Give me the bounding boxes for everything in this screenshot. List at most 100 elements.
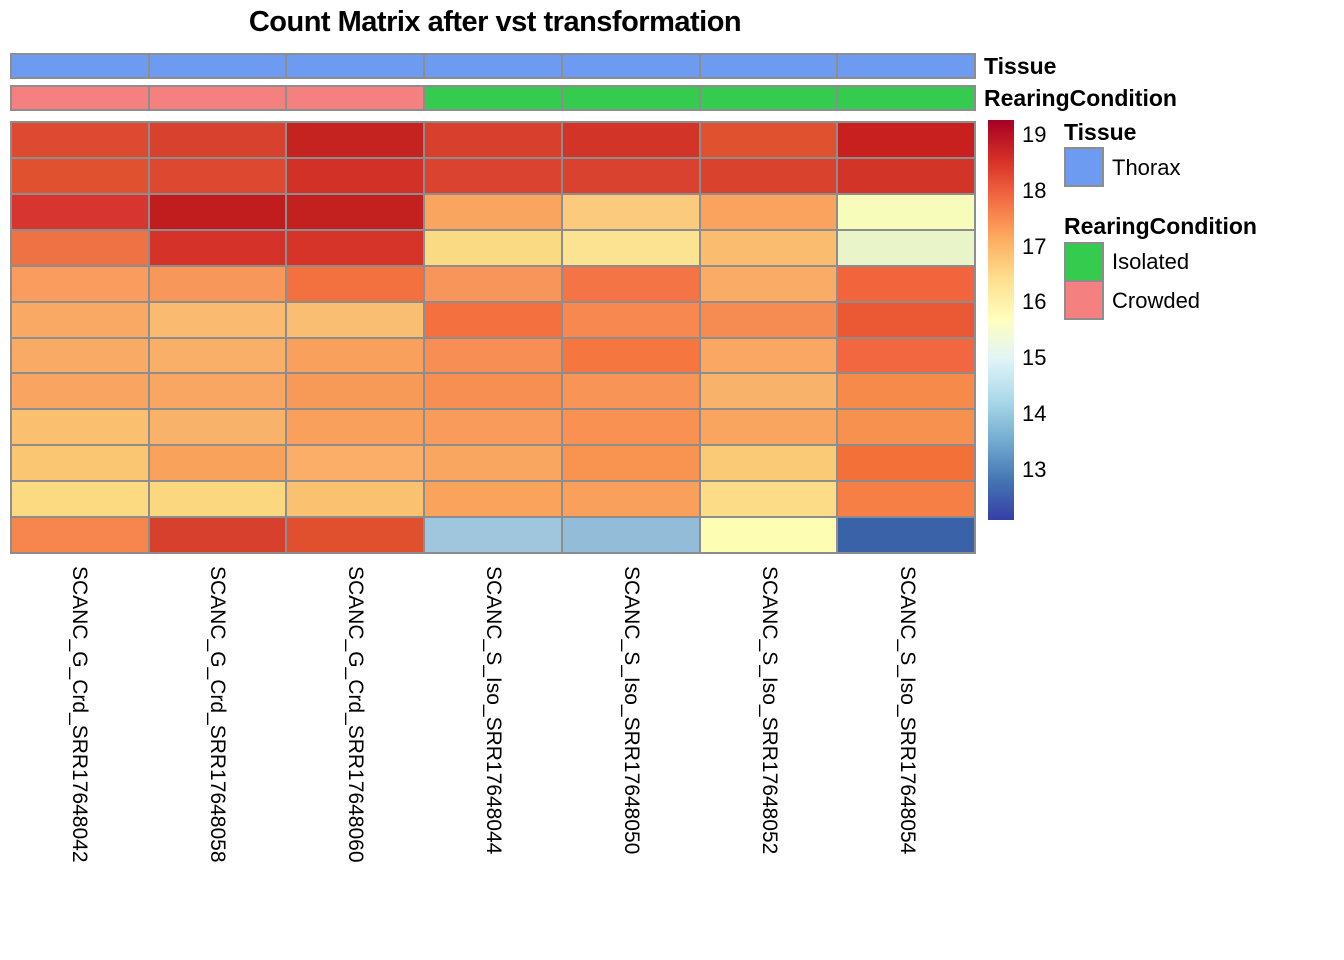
heatmap-cell-r8-c4 bbox=[424, 373, 562, 410]
heatmap-cell-r12-c5 bbox=[561, 517, 700, 553]
heatmap-cell-r1-c3 bbox=[286, 122, 425, 158]
heatmap-cell-r11-c5 bbox=[561, 481, 700, 518]
heatmap-cell-r10-c7 bbox=[837, 445, 975, 482]
tissue-annotation-bar bbox=[10, 53, 976, 79]
heatmap-cell-r11-c4 bbox=[424, 481, 562, 518]
legend-rearing-condition-title: RearingCondition bbox=[1064, 213, 1257, 239]
heatmap-cell-r10-c6 bbox=[699, 445, 838, 482]
annotation-cell-isolated bbox=[699, 86, 838, 110]
heatmap-cell-r1-c1 bbox=[11, 122, 149, 158]
heatmap-cell-r2-c2 bbox=[148, 157, 287, 194]
heatmap-cell-r5-c3 bbox=[286, 265, 425, 302]
heatmap-cell-r5-c7 bbox=[837, 265, 975, 302]
heatmap-cell-r6-c3 bbox=[286, 301, 425, 338]
heatmap-cell-r1-c2 bbox=[148, 122, 287, 158]
heatmap-cell-r11-c7 bbox=[837, 481, 975, 518]
heatmap-cell-r10-c5 bbox=[561, 445, 700, 482]
heatmap-cell-r9-c5 bbox=[561, 409, 700, 446]
column-label-6: SCANC_S_Iso_SRR17648052 bbox=[757, 566, 781, 855]
colorbar-tick-16: 16 bbox=[1022, 289, 1047, 315]
annotation-cell-crowded bbox=[286, 86, 425, 110]
heatmap-cell-r12-c2 bbox=[148, 517, 287, 553]
heatmap-cell-r3-c6 bbox=[699, 193, 838, 230]
column-label-2: SCANC_G_Crd_SRR17648058 bbox=[205, 566, 229, 863]
heatmap-cell-r3-c3 bbox=[286, 193, 425, 230]
heatmap-cell-r5-c2 bbox=[148, 265, 287, 302]
annotation-cell-isolated bbox=[837, 86, 975, 110]
heatmap-cell-r10-c4 bbox=[424, 445, 562, 482]
colorbar-tick-17: 17 bbox=[1022, 233, 1047, 259]
heatmap-cell-r10-c3 bbox=[286, 445, 425, 482]
annotation-cell-thorax bbox=[561, 54, 700, 78]
heatmap-grid bbox=[10, 121, 976, 554]
heatmap-cell-r12-c6 bbox=[699, 517, 838, 553]
heatmap-cell-r2-c7 bbox=[837, 157, 975, 194]
rearing-condition-annotation-bar bbox=[10, 85, 976, 111]
column-label-1: SCANC_G_Crd_SRR17648042 bbox=[67, 566, 91, 863]
heatmap-cell-r6-c5 bbox=[561, 301, 700, 338]
colorbar-gradient bbox=[988, 120, 1014, 520]
legend-item-thorax: Thorax bbox=[1112, 155, 1181, 180]
heatmap-cell-r6-c2 bbox=[148, 301, 287, 338]
heatmap-cell-r4-c6 bbox=[699, 229, 838, 266]
heatmap-cell-r7-c7 bbox=[837, 337, 975, 374]
heatmap-cell-r3-c1 bbox=[11, 193, 149, 230]
annotation-cell-isolated bbox=[424, 86, 562, 110]
heatmap-cell-r4-c7 bbox=[837, 229, 975, 266]
heatmap-cell-r10-c2 bbox=[148, 445, 287, 482]
heatmap-cell-r3-c7 bbox=[837, 193, 975, 230]
annotation-cell-crowded bbox=[148, 86, 287, 110]
annotation-cell-thorax bbox=[148, 54, 287, 78]
column-label-3: SCANC_G_Crd_SRR17648060 bbox=[343, 566, 367, 863]
annotation-cell-thorax bbox=[11, 54, 149, 78]
heatmap-cell-r7-c6 bbox=[699, 337, 838, 374]
heatmap-cell-r9-c7 bbox=[837, 409, 975, 446]
heatmap-cell-r5-c1 bbox=[11, 265, 149, 302]
page-title: Count Matrix after vst transformation bbox=[248, 6, 742, 38]
heatmap-cell-r6-c6 bbox=[699, 301, 838, 338]
heatmap-cell-r7-c5 bbox=[561, 337, 700, 374]
heatmap-cell-r4-c3 bbox=[286, 229, 425, 266]
annotation-cell-thorax bbox=[837, 54, 975, 78]
heatmap-cell-r1-c6 bbox=[699, 122, 838, 158]
heatmap-cell-r11-c6 bbox=[699, 481, 838, 518]
legend-item-crowded: Crowded bbox=[1112, 288, 1201, 313]
colorbar-tick-13: 13 bbox=[1022, 456, 1047, 482]
heatmap-cell-r5-c5 bbox=[561, 265, 700, 302]
heatmap-cell-r10-c1 bbox=[11, 445, 149, 482]
column-label-4: SCANC_S_Iso_SRR17648044 bbox=[481, 566, 505, 855]
heatmap-cell-r11-c2 bbox=[148, 481, 287, 518]
legend-tissue-title: Tissue bbox=[1064, 119, 1137, 145]
heatmap-cell-r1-c4 bbox=[424, 122, 562, 158]
heatmap-cell-r4-c1 bbox=[11, 229, 149, 266]
column-label-7: SCANC_S_Iso_SRR17648054 bbox=[895, 566, 919, 855]
heatmap-cell-r2-c6 bbox=[699, 157, 838, 194]
heatmap-cell-r2-c5 bbox=[561, 157, 700, 194]
heatmap-cell-r4-c2 bbox=[148, 229, 287, 266]
heatmap-cell-r12-c1 bbox=[11, 517, 149, 553]
heatmap-cell-r5-c4 bbox=[424, 265, 562, 302]
heatmap-cell-r3-c5 bbox=[561, 193, 700, 230]
heatmap-cell-r12-c4 bbox=[424, 517, 562, 553]
rearing-annotation-label: RearingCondition bbox=[984, 85, 1177, 111]
colorbar-tick-19: 19 bbox=[1022, 122, 1047, 147]
heatmap-cell-r6-c7 bbox=[837, 301, 975, 338]
legend-item-isolated: Isolated bbox=[1112, 249, 1190, 274]
annotation-cell-isolated bbox=[561, 86, 700, 110]
heatmap-cell-r2-c4 bbox=[424, 157, 562, 194]
heatmap-cell-r9-c3 bbox=[286, 409, 425, 446]
annotation-cell-thorax bbox=[286, 54, 425, 78]
heatmap-cell-r2-c1 bbox=[11, 157, 149, 194]
thorax-color-swatch bbox=[1064, 147, 1104, 187]
colorbar-tick-15: 15 bbox=[1022, 345, 1047, 371]
heatmap-cell-r8-c7 bbox=[837, 373, 975, 410]
annotation-cell-crowded bbox=[11, 86, 149, 110]
heatmap-cell-r5-c6 bbox=[699, 265, 838, 302]
heatmap-cell-r9-c4 bbox=[424, 409, 562, 446]
heatmap-cell-r8-c6 bbox=[699, 373, 838, 410]
heatmap-cell-r8-c5 bbox=[561, 373, 700, 410]
heatmap-cell-r4-c5 bbox=[561, 229, 700, 266]
heatmap-cell-r12-c7 bbox=[837, 517, 975, 553]
heatmap-cell-r6-c1 bbox=[11, 301, 149, 338]
